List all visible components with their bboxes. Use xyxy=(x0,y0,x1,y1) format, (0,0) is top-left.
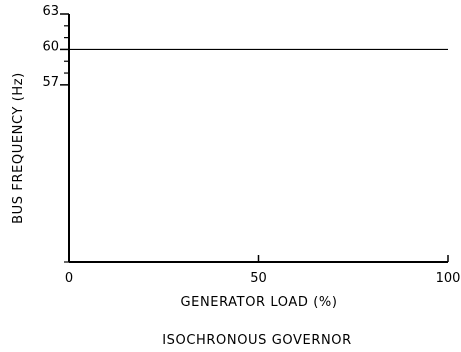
y-tick-label: 57 xyxy=(42,75,59,90)
x-tick-label: 0 xyxy=(65,271,73,286)
chart-caption: ISOCHRONOUS GOVERNOR xyxy=(162,333,352,348)
x-tick-label: 50 xyxy=(250,271,267,286)
chart-ticks: 0 50 100 57 60 63 xyxy=(42,4,460,286)
x-tick-label: 100 xyxy=(436,271,461,286)
y-tick-label: 60 xyxy=(42,39,59,54)
y-axis-label: BUS FREQUENCY (Hz) xyxy=(11,72,26,224)
x-axis-label: GENERATOR LOAD (%) xyxy=(180,295,337,310)
chart-axes xyxy=(68,14,448,263)
y-tick-label: 63 xyxy=(42,4,59,19)
